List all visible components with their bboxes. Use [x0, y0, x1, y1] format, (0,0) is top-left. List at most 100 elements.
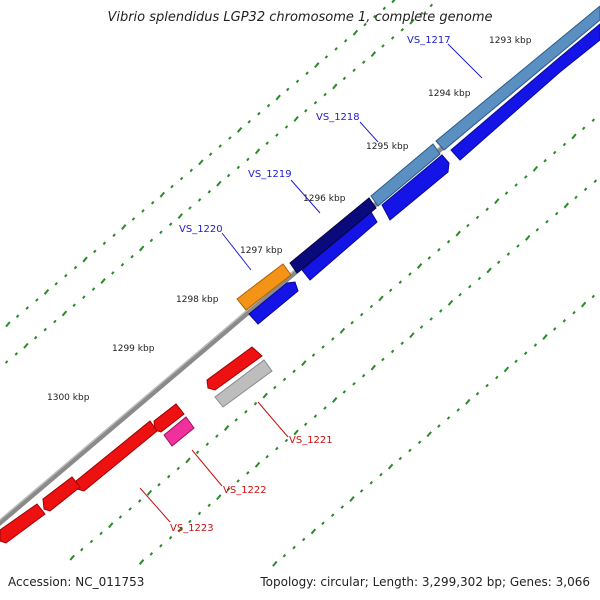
- ruler-dot: [330, 513, 335, 517]
- ruler-dot: [131, 217, 136, 221]
- gene-label-vs-1220[interactable]: VS_1220: [179, 224, 223, 235]
- gene-label-vs-1219[interactable]: VS_1219: [248, 169, 292, 180]
- gene-bar-vs-1221[interactable]: [214, 359, 273, 408]
- ruler-dot: [343, 39, 348, 43]
- reverse-gene-labels: VS_1221 VS_1222 VS_1223: [139, 401, 333, 534]
- ruler-dot: [447, 299, 454, 306]
- gene-label-vs-1218[interactable]: VS_1218: [316, 112, 360, 123]
- ruler-dot: [543, 158, 547, 163]
- ruler-dot: [542, 334, 548, 340]
- ruler-dot: [120, 263, 125, 267]
- ruler-dot: [207, 503, 211, 508]
- ruler-dot: [138, 559, 145, 565]
- ruler-dot: [591, 118, 596, 122]
- ruler-dot: [313, 414, 318, 418]
- ruler-dot: [141, 209, 145, 213]
- leader-line: [447, 43, 483, 79]
- ruler-dot: [304, 109, 308, 113]
- ruler-dot: [197, 511, 202, 516]
- ruler-dot: [486, 267, 492, 274]
- gene-label-vs-1217[interactable]: VS_1217: [407, 35, 451, 46]
- gene-label-vs-1221[interactable]: VS_1221: [289, 435, 333, 446]
- ruler-dot: [369, 481, 374, 485]
- ruler-dot: [176, 466, 181, 471]
- ruler-dot: [571, 133, 577, 140]
- cds-arrow-vs-1218[interactable]: [381, 154, 450, 221]
- ruler-dot: [562, 319, 567, 323]
- ruler-dot: [284, 125, 289, 129]
- cds-arrow-vs-1217[interactable]: [450, 23, 600, 161]
- cds-arrow-vs-1221[interactable]: [206, 346, 263, 391]
- ruler-dot: [275, 94, 281, 101]
- ruler-dot: [552, 327, 557, 331]
- ruler-dot: [446, 416, 451, 420]
- cds-arrow-vs-1223-b[interactable]: [42, 476, 81, 512]
- ruler-dot: [150, 201, 155, 205]
- ruler-dot: [321, 345, 325, 349]
- ruler-dot: [246, 471, 250, 475]
- ruler-dot: [533, 343, 538, 347]
- ruler-dot: [388, 288, 393, 293]
- gene-bar-vs-1220[interactable]: [236, 263, 292, 311]
- cds-forward-track: [248, 23, 600, 325]
- ruler-dot: [398, 280, 403, 284]
- ruler-dot: [282, 553, 287, 558]
- ruler-dot: [593, 179, 598, 183]
- ruler-dot: [574, 195, 578, 200]
- ruler-dot: [301, 360, 307, 367]
- cds-arrow-vs-1223-c[interactable]: [0, 503, 46, 544]
- ruler-dot: [137, 499, 142, 503]
- gene-label-vs-1223[interactable]: VS_1223: [170, 523, 214, 534]
- cds-arrow-vs-1223[interactable]: [75, 420, 158, 492]
- ruler-dot: [581, 126, 586, 131]
- ruler-dot: [23, 342, 29, 349]
- ruler-dot: [159, 230, 163, 235]
- gene-bar-vs-1219[interactable]: [289, 197, 377, 274]
- ruler-dot: [310, 528, 317, 535]
- ruler-dot: [494, 198, 500, 205]
- ruler-dot: [359, 489, 364, 493]
- gene-label-vs-1222[interactable]: VS_1222: [223, 485, 267, 496]
- ruler-dot: [514, 359, 518, 364]
- ruler-dot: [282, 377, 287, 382]
- ruler-dot: [188, 206, 192, 210]
- cds-arrow-vs-1220[interactable]: [248, 281, 299, 325]
- ruler-dot: [15, 314, 20, 318]
- ruler-dot: [455, 230, 461, 237]
- ruler-dot: [236, 126, 243, 133]
- ruler-dot: [352, 382, 356, 386]
- ruler-dot: [437, 424, 441, 428]
- tick-label: 1293 kbp: [489, 36, 532, 46]
- ruler-dot: [466, 223, 470, 228]
- ruler-dot: [381, 44, 385, 48]
- ruler-dot: [352, 68, 356, 73]
- ruler-dot: [429, 317, 433, 321]
- gene-bar-vs-1217[interactable]: [435, 5, 600, 151]
- ruler-dot: [275, 446, 279, 451]
- tick-label: 1294 kbp: [428, 89, 471, 99]
- ruler-dot: [170, 184, 174, 189]
- ruler-dot: [554, 211, 559, 216]
- ruler-dot: [89, 539, 94, 544]
- ruler-dot: [535, 228, 540, 232]
- ruler-dot: [246, 157, 250, 162]
- ruler-dot: [284, 438, 289, 443]
- ruler-dot: [275, 133, 279, 137]
- ruler-dot: [369, 304, 374, 309]
- ruler-dot: [563, 202, 569, 209]
- leader-line: [139, 487, 171, 523]
- tick-label: 1300 kbp: [47, 393, 90, 403]
- ruler-dot: [562, 142, 567, 147]
- ruler-dot: [437, 248, 441, 252]
- tick-label: 1295 kbp: [366, 142, 409, 152]
- ruler-dot: [208, 152, 213, 156]
- gene-bar-vs-1218[interactable]: [370, 143, 441, 207]
- ruler-dot: [342, 390, 347, 394]
- ruler-dot: [157, 482, 161, 487]
- ruler-dots: [4, 0, 598, 567]
- gene-bar-vs-1222[interactable]: [163, 416, 195, 447]
- ruler-dot: [265, 454, 269, 459]
- ruler-dot: [465, 398, 471, 405]
- ruler-dot: [5, 321, 11, 328]
- ruler-dot: [477, 276, 482, 281]
